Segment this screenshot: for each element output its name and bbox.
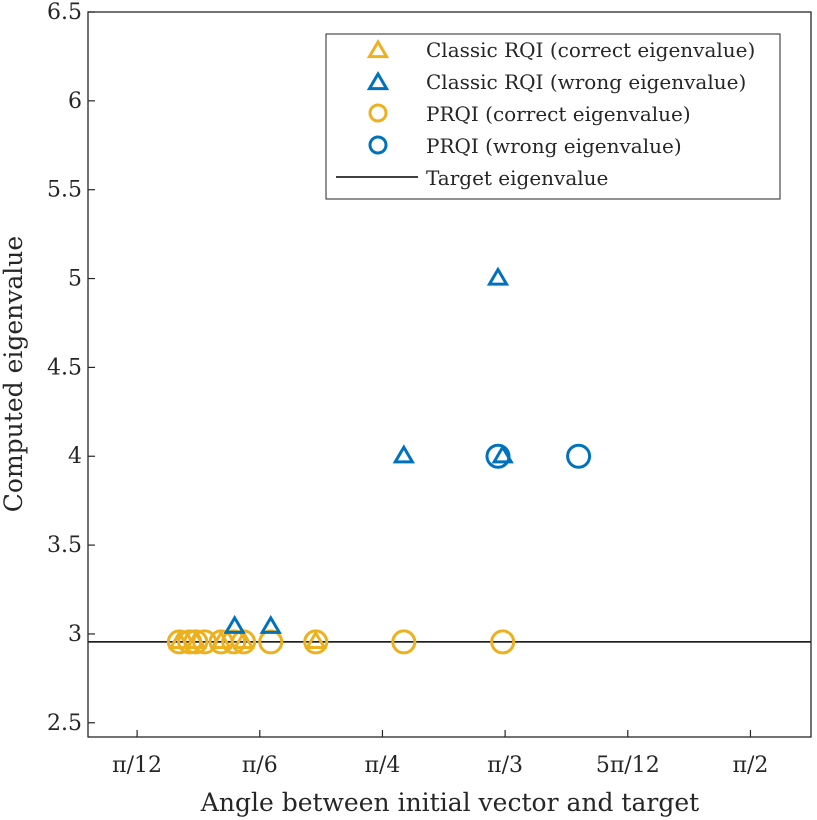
x-axis-ticks: π/12 π/6 π/4 π/3 5π/12 π/2	[112, 730, 768, 778]
legend-triangle-marker	[366, 71, 390, 91]
y-tick-label: 3.5	[47, 533, 82, 558]
x-tick-label: π/2	[733, 753, 769, 778]
y-axis-label: Computed eigenvalue	[0, 236, 28, 512]
x-tick-label: π/6	[242, 753, 278, 778]
y-tick-label: 5.5	[47, 178, 82, 203]
triangle-marker	[491, 444, 514, 464]
circle-marker	[566, 443, 592, 469]
circle-marker	[490, 629, 516, 655]
triangle-marker	[304, 629, 327, 650]
x-tick-label: π/12	[112, 753, 162, 778]
triangle-marker	[184, 629, 207, 650]
triangle-marker	[223, 614, 246, 634]
legend-entry-label: Classic RQI (correct eigenvalue)	[426, 38, 755, 62]
y-tick-label: 4	[68, 444, 82, 469]
triangle-marker	[168, 629, 191, 650]
legend-circle-marker	[368, 135, 388, 155]
triangle-marker	[392, 444, 415, 464]
y-tick-label: 4.5	[47, 355, 82, 380]
legend-triangle-marker	[366, 39, 390, 59]
triangle-marker	[209, 629, 233, 650]
legend-entry-label: PRQI (correct eigenvalue)	[426, 102, 691, 126]
legend-box	[325, 33, 781, 200]
legend-entry-label: Target eigenvalue	[426, 166, 608, 190]
y-tick-label: 5	[68, 267, 82, 292]
legend-entry-label: Classic RQI (wrong eigenvalue)	[426, 70, 746, 94]
x-tick-label: π/4	[365, 753, 401, 778]
data-marks	[166, 266, 592, 655]
x-axis-label: Angle between initial vector and target	[200, 788, 699, 817]
legend-circle-marker	[368, 103, 388, 123]
triangle-marker	[259, 614, 282, 634]
y-tick-label: 2.5	[47, 711, 82, 736]
y-axis-ticks: 2.5 3 3.5 4 4.5 5 5.5 6 6.5	[47, 0, 95, 736]
x-tick-label: 5π/12	[596, 753, 660, 778]
y-tick-label: 6	[68, 89, 82, 114]
y-tick-label: 6.5	[47, 0, 82, 25]
x-tick-label: π/3	[487, 753, 523, 778]
legend-entry-label: PRQI (wrong eigenvalue)	[426, 134, 682, 158]
legend: Classic RQI (correct eigenvalue) Classic …	[325, 33, 781, 200]
y-tick-label: 3	[68, 622, 82, 647]
triangle-marker	[486, 266, 510, 286]
plot-frame	[87, 11, 812, 738]
circle-marker	[391, 629, 417, 655]
triangle-marker	[232, 629, 255, 650]
